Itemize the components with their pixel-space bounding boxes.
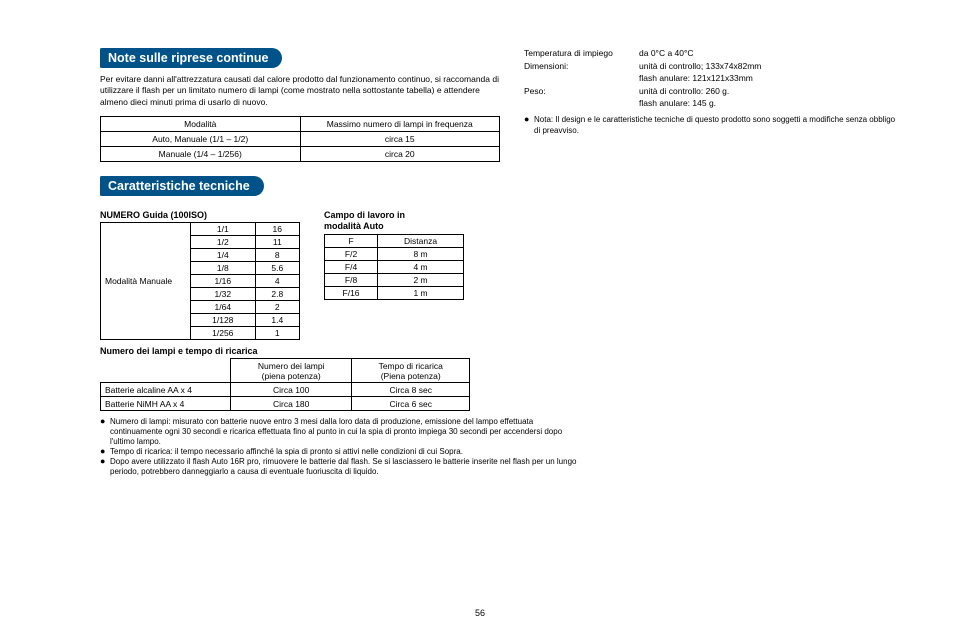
- spec-row: Peso: unità di controllo: 260 g. flash a…: [524, 86, 900, 109]
- flash-row-mode: Auto, Manuale (1/1 – 1/2): [101, 132, 301, 147]
- flash-th-mode: Modalità: [101, 117, 301, 132]
- campo-th-d: Distanza: [378, 235, 464, 248]
- guide-g: 5.6: [255, 262, 299, 275]
- tech-tables: NUMERO Guida (100ISO) Modalità Manuale 1…: [100, 210, 900, 340]
- campo-th-f: F: [325, 235, 378, 248]
- section2-title: Caratteristiche tecniche: [100, 176, 264, 196]
- flash-th-max: Massimo numero di lampi in frequenza: [300, 117, 500, 132]
- spec-label: Peso:: [524, 86, 639, 109]
- guide-p: 1/16: [191, 275, 256, 288]
- guide-p: 1/1: [191, 223, 256, 236]
- guide-p: 1/4: [191, 249, 256, 262]
- footnote-text: Tempo di ricarica: il tempo necessario a…: [110, 447, 580, 457]
- spec-row: Temperatura di impiego da 0°C a 40°C: [524, 48, 900, 59]
- guide-g: 2: [255, 301, 299, 314]
- campo-label: Campo di lavoro in modalità Auto: [324, 210, 464, 232]
- page: Note sulle riprese continue Per evitare …: [0, 0, 960, 497]
- spec-label: Temperatura di impiego: [524, 48, 639, 59]
- campo-f: F/16: [325, 287, 378, 300]
- recharge-num: Circa 100: [231, 383, 352, 397]
- campo-f: F/4: [325, 261, 378, 274]
- recharge-caption: Numero dei lampi e tempo di ricarica: [100, 346, 900, 356]
- left-column: Note sulle riprese continue Per evitare …: [100, 48, 500, 162]
- recharge-time: Circa 8 sec: [352, 383, 470, 397]
- campo-d: 2 m: [378, 274, 464, 287]
- guide-g: 8: [255, 249, 299, 262]
- bullet-icon: ●: [100, 457, 110, 477]
- guide-table: Modalità Manuale 1/1 16 1/211 1/48 1/85.…: [100, 222, 300, 340]
- spec-label: Dimensioni:: [524, 61, 639, 84]
- campo-f: F/8: [325, 274, 378, 287]
- footnote-text: Dopo avere utilizzato il flash Auto 16R …: [110, 457, 580, 477]
- spec-note: ● Nota: Il design e le caratteristiche t…: [524, 115, 900, 136]
- campo-d: 8 m: [378, 248, 464, 261]
- bullet-icon: ●: [100, 417, 110, 447]
- top-columns: Note sulle riprese continue Per evitare …: [100, 48, 900, 162]
- guide-g: 11: [255, 236, 299, 249]
- recharge-th-time: Tempo di ricarica (Piena potenza): [352, 359, 470, 383]
- flash-row-max: circa 15: [300, 132, 500, 147]
- guide-g: 2.8: [255, 288, 299, 301]
- footnotes: ● Numero di lampi: misurato con batterie…: [100, 417, 580, 477]
- section1-intro: Per evitare danni all'attrezzatura causa…: [100, 74, 500, 108]
- campo-d: 4 m: [378, 261, 464, 274]
- page-number: 56: [0, 608, 960, 618]
- spec-value: unità di controllo; 133x74x82mm flash an…: [639, 61, 900, 84]
- guide-block: NUMERO Guida (100ISO) Modalità Manuale 1…: [100, 210, 300, 340]
- guide-p: 1/8: [191, 262, 256, 275]
- spec-row: Dimensioni: unità di controllo; 133x74x8…: [524, 61, 900, 84]
- section1-title: Note sulle riprese continue: [100, 48, 282, 68]
- recharge-th-empty: [101, 359, 231, 383]
- guide-p: 1/32: [191, 288, 256, 301]
- guide-p: 1/256: [191, 327, 256, 340]
- guide-rowlabel: Modalità Manuale: [101, 223, 191, 340]
- guide-p: 1/2: [191, 236, 256, 249]
- guide-p: 1/64: [191, 301, 256, 314]
- flash-row-max: circa 20: [300, 147, 500, 162]
- flash-count-table: Modalità Massimo numero di lampi in freq…: [100, 116, 500, 162]
- recharge-batt: Batterie NiMH AA x 4: [101, 397, 231, 411]
- recharge-th-num: Numero dei lampi (piena potenza): [231, 359, 352, 383]
- guide-g: 1: [255, 327, 299, 340]
- numero-guida-label: NUMERO Guida (100ISO): [100, 210, 300, 220]
- flash-row-mode: Manuale (1/4 – 1/256): [101, 147, 301, 162]
- section2: Caratteristiche tecniche NUMERO Guida (1…: [100, 176, 900, 477]
- campo-table: F Distanza F/28 m F/44 m F/82 m F/161 m: [324, 234, 464, 300]
- footnote: ● Tempo di ricarica: il tempo necessario…: [100, 447, 580, 457]
- campo-f: F/2: [325, 248, 378, 261]
- spec-note-text: Nota: Il design e le caratteristiche tec…: [534, 115, 900, 136]
- footnote: ● Numero di lampi: misurato con batterie…: [100, 417, 580, 447]
- footnote: ● Dopo avere utilizzato il flash Auto 16…: [100, 457, 580, 477]
- guide-g: 4: [255, 275, 299, 288]
- campo-block: Campo di lavoro in modalità Auto F Dista…: [324, 210, 464, 300]
- recharge-num: Circa 180: [231, 397, 352, 411]
- guide-g: 1.4: [255, 314, 299, 327]
- recharge-table: Numero dei lampi (piena potenza) Tempo d…: [100, 358, 470, 411]
- campo-d: 1 m: [378, 287, 464, 300]
- right-column: Temperatura di impiego da 0°C a 40°C Dim…: [524, 48, 900, 162]
- recharge-time: Circa 6 sec: [352, 397, 470, 411]
- bullet-icon: ●: [524, 115, 534, 136]
- spec-value: unità di controllo: 260 g. flash anulare…: [639, 86, 900, 109]
- recharge-batt: Batterie alcaline AA x 4: [101, 383, 231, 397]
- guide-p: 1/128: [191, 314, 256, 327]
- footnote-text: Numero di lampi: misurato con batterie n…: [110, 417, 580, 447]
- spec-value: da 0°C a 40°C: [639, 48, 900, 59]
- guide-g: 16: [255, 223, 299, 236]
